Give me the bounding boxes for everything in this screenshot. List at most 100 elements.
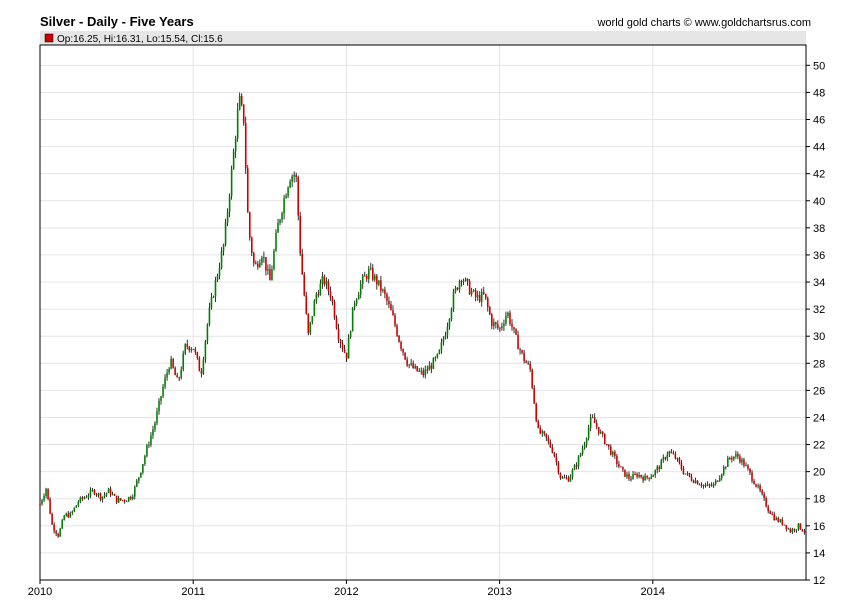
candle-body xyxy=(438,349,441,354)
candle-body xyxy=(107,488,110,493)
y-tick-label: 44 xyxy=(813,142,825,154)
candle-body xyxy=(795,529,798,531)
candle-body xyxy=(517,334,519,350)
candle-body xyxy=(386,293,388,301)
candle-body xyxy=(608,444,610,447)
x-axis: 2010 2011 2012 2013 2014 xyxy=(28,580,665,598)
candle-body xyxy=(73,507,76,512)
candle-body xyxy=(208,307,211,325)
candle-body xyxy=(125,500,128,502)
candle-body xyxy=(595,423,598,427)
candle-body xyxy=(202,359,205,374)
candle-body xyxy=(263,257,265,259)
candle-body xyxy=(148,444,150,446)
candle-body xyxy=(230,169,233,197)
candle-body xyxy=(55,531,57,534)
candle-body xyxy=(710,485,713,487)
candle-body xyxy=(474,290,477,298)
candle-body xyxy=(539,427,542,434)
candle-body xyxy=(101,496,104,500)
candle-body xyxy=(718,478,721,482)
candle-body xyxy=(529,363,531,370)
candle-body xyxy=(206,324,209,342)
candle-body xyxy=(242,104,245,124)
candle-body xyxy=(392,310,394,316)
candle-body xyxy=(424,369,427,376)
candle-body xyxy=(212,296,215,298)
candle-body xyxy=(293,174,295,177)
candle-body xyxy=(51,513,53,525)
candle-body xyxy=(783,524,786,526)
candle-body xyxy=(432,358,435,369)
y-tick-label: 34 xyxy=(813,277,825,289)
candle-body xyxy=(712,484,715,486)
candle-body xyxy=(493,322,495,326)
candle-body xyxy=(525,361,527,363)
candle-body xyxy=(605,444,608,446)
candle-body xyxy=(612,451,614,455)
candle-body xyxy=(708,484,711,486)
candle-body xyxy=(83,497,86,499)
candle-body xyxy=(347,337,350,359)
candle-body xyxy=(559,472,562,479)
candle-body xyxy=(204,341,207,360)
candle-body xyxy=(489,307,491,315)
candle-body xyxy=(444,335,447,339)
candle-body xyxy=(176,375,178,378)
candle-body xyxy=(134,486,136,497)
candle-body xyxy=(666,454,669,459)
candle-body xyxy=(694,480,697,483)
candle-body xyxy=(468,281,471,295)
candle-body xyxy=(597,426,600,434)
candle-body xyxy=(460,281,463,283)
candle-body xyxy=(295,174,297,178)
candle-body xyxy=(478,295,481,302)
candle-body xyxy=(543,431,546,434)
candle-body xyxy=(482,291,485,294)
y-tick-label: 38 xyxy=(813,223,825,235)
candle-body xyxy=(628,474,630,479)
candle-body xyxy=(365,275,368,280)
candle-body xyxy=(323,276,326,285)
candle-body xyxy=(456,287,459,290)
candle-body xyxy=(369,267,372,270)
candle-body xyxy=(333,302,336,318)
candle-body xyxy=(361,275,364,284)
candle-body xyxy=(642,477,644,481)
candle-body xyxy=(398,335,400,342)
candle-body xyxy=(561,477,564,479)
candle-body xyxy=(85,497,88,499)
x-tick-label: 2013 xyxy=(487,586,511,598)
candle-body xyxy=(382,289,384,291)
candle-body xyxy=(781,519,784,525)
candle-body xyxy=(648,477,650,479)
candle-body xyxy=(345,352,348,359)
candle-body xyxy=(785,525,788,530)
candle-body xyxy=(682,468,685,475)
candle-body xyxy=(339,339,342,344)
candle-body xyxy=(652,475,654,477)
candle-body xyxy=(180,369,182,379)
candle-body xyxy=(142,464,144,473)
candle-body xyxy=(192,348,195,350)
candle-body xyxy=(246,168,249,213)
candle-body xyxy=(660,460,663,470)
candle-body xyxy=(664,457,667,459)
candle-body xyxy=(571,469,574,477)
candle-body xyxy=(714,480,717,485)
candle-body xyxy=(404,352,406,360)
candle-body xyxy=(388,300,390,305)
candle-body xyxy=(678,458,681,463)
candle-body xyxy=(75,505,78,508)
candle-body xyxy=(541,431,544,434)
candle-body xyxy=(184,344,187,354)
y-tick-label: 16 xyxy=(813,521,825,533)
candle-body xyxy=(521,350,523,353)
candle-body xyxy=(549,441,552,448)
candle-body xyxy=(614,451,616,456)
candle-body xyxy=(497,324,499,328)
candle-body xyxy=(154,423,156,430)
candle-body xyxy=(499,327,501,329)
candle-body xyxy=(228,196,231,212)
candle-body xyxy=(458,281,461,290)
